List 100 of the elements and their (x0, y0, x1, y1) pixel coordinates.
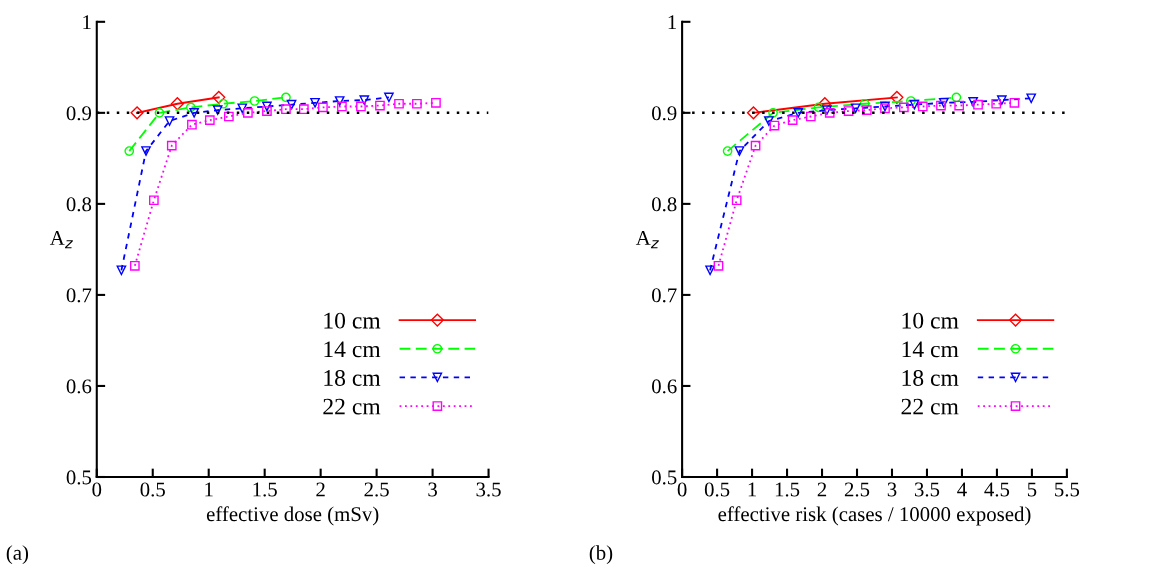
point (249, 96, 260, 106)
x-tick-label: 3.5 (914, 482, 940, 497)
point (286, 99, 297, 110)
point (310, 97, 320, 108)
y-tick-label: 0.7 (66, 288, 92, 303)
y-tick-label: 0.8 (652, 197, 677, 212)
x-tick-label: 0 (92, 482, 102, 497)
point (951, 92, 962, 103)
legend-label: 22 cm (901, 398, 959, 415)
point (334, 96, 345, 106)
point (1026, 93, 1037, 104)
x-tick-label: 5.5 (1055, 482, 1080, 497)
legend-label: 14 cm (902, 341, 959, 358)
point (412, 98, 422, 109)
point (850, 103, 861, 114)
point (318, 102, 328, 113)
point (768, 107, 778, 118)
y-tick-label: 0.9 (66, 106, 92, 121)
point (164, 116, 175, 126)
x-tick-label: 2.5 (364, 482, 389, 497)
point (917, 101, 928, 112)
point (713, 260, 724, 271)
legend-label: 22 cm (323, 398, 381, 415)
point (281, 92, 291, 103)
x-tick-label: 0.5 (704, 482, 730, 497)
point (130, 106, 144, 120)
point (243, 107, 253, 118)
point (359, 95, 370, 105)
y-tick-label: 0.5 (652, 470, 677, 485)
point (996, 95, 1007, 105)
point (813, 102, 824, 113)
point (218, 98, 229, 109)
point (734, 146, 745, 156)
point (154, 107, 165, 118)
point (212, 90, 226, 104)
point (129, 260, 140, 271)
y-tick-label: 0.9 (652, 106, 677, 121)
point (394, 98, 404, 109)
point (262, 101, 272, 112)
legend-label: 18 cm (902, 369, 959, 386)
x-tick-label: 5 (1027, 482, 1037, 497)
point (187, 119, 197, 130)
point (124, 146, 135, 156)
x-tick-label: 1 (748, 482, 757, 497)
text: (a) (6, 545, 29, 565)
point (189, 107, 200, 118)
point (746, 106, 761, 120)
point (337, 101, 347, 112)
point (861, 105, 872, 115)
point (141, 146, 151, 156)
point (281, 104, 291, 115)
point (731, 195, 742, 206)
point (793, 107, 804, 118)
x-tick-label: 1.5 (253, 482, 277, 497)
point (763, 116, 774, 126)
y-axis-title: A$_{z}$ (49, 231, 73, 249)
x-tick-label: 2 (316, 482, 325, 497)
point (750, 140, 761, 151)
point (818, 97, 832, 111)
point (116, 265, 127, 276)
y-tick-label: 0.8 (66, 197, 92, 212)
point (890, 90, 904, 104)
x-axis-title: effective dose (mSv) (206, 506, 379, 526)
y-tick-label: 1 (668, 15, 676, 30)
point (431, 97, 441, 108)
x-tick-label: 0.5 (140, 482, 165, 497)
x-tick-label: 3.5 (476, 482, 501, 497)
point (185, 102, 196, 113)
point (212, 105, 223, 115)
legend-label: 14 cm (324, 341, 381, 358)
point (1009, 97, 1020, 108)
x-tick-label: 1 (205, 482, 213, 497)
point (705, 265, 715, 276)
y-axis-title: A$_{z}$ (635, 231, 659, 249)
point (805, 111, 816, 122)
legend-label: 10 cm (902, 312, 959, 329)
point (170, 97, 184, 111)
point (166, 140, 177, 151)
point (787, 115, 798, 125)
text: (b) (589, 545, 613, 565)
point (909, 99, 920, 110)
point (298, 104, 309, 115)
point (204, 115, 215, 125)
x-tick-label: 4.5 (984, 482, 1010, 497)
y-tick-label: 0.7 (652, 288, 677, 303)
point (769, 120, 780, 131)
point (973, 99, 983, 110)
point (224, 111, 234, 122)
point (843, 106, 854, 116)
point (375, 100, 385, 111)
x-tick-label: 2 (817, 482, 827, 497)
point (384, 92, 394, 103)
point (356, 101, 366, 112)
y-tick-label: 0.5 (66, 470, 92, 485)
x-tick-label: 4 (957, 482, 967, 497)
x-tick-label: 3 (428, 482, 437, 497)
y-tick-label: 0.6 (66, 379, 92, 394)
x-tick-label: 0 (677, 482, 687, 497)
point (149, 195, 159, 206)
point (991, 98, 1002, 109)
